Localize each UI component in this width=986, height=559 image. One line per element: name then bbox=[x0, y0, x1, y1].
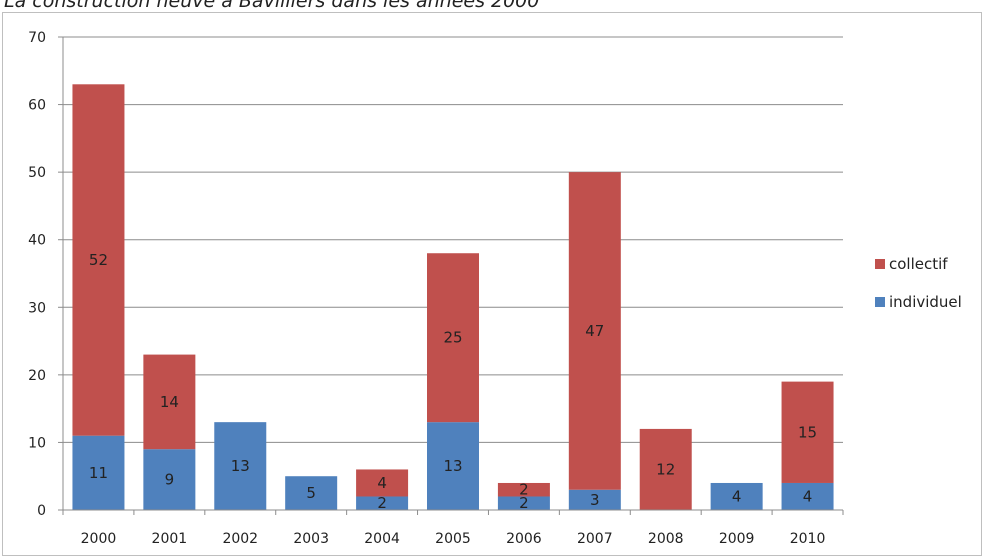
data-label: 4 bbox=[732, 487, 742, 505]
bar-collectif bbox=[72, 84, 125, 436]
x-tick-label: 2002 bbox=[222, 531, 258, 547]
bar-collectif bbox=[356, 469, 409, 497]
bar-individuel bbox=[285, 476, 338, 510]
y-tick-label: 60 bbox=[28, 98, 46, 114]
y-tick-label: 30 bbox=[28, 300, 46, 316]
bars bbox=[72, 84, 834, 510]
data-label: 2 bbox=[519, 494, 529, 512]
bar-collectif bbox=[427, 253, 479, 423]
data-label: 15 bbox=[798, 423, 817, 441]
x-tick-label: 2001 bbox=[152, 531, 188, 547]
x-tick-label: 2004 bbox=[364, 531, 400, 547]
bar-individuel bbox=[72, 435, 125, 510]
x-tick-label: 2006 bbox=[506, 531, 542, 547]
legend-swatch-individuel bbox=[875, 297, 885, 307]
x-tick-label: 2005 bbox=[435, 531, 471, 547]
bar-collectif bbox=[781, 381, 834, 483]
axes: 0 10 20 30 40 50 60 70 2000 2001 2002 2003 2004 2005 2… bbox=[28, 30, 844, 547]
y-tick-label: 20 bbox=[28, 368, 46, 384]
x-tick-label: 2010 bbox=[790, 531, 826, 547]
data-label: 4 bbox=[377, 474, 387, 492]
data-label: 47 bbox=[585, 322, 604, 340]
x-tick-label: 2003 bbox=[293, 531, 329, 547]
legend-label-individuel: individuel bbox=[889, 293, 962, 311]
bar-collectif bbox=[143, 354, 196, 450]
bar-collectif bbox=[639, 428, 692, 510]
legend-swatch-collectif bbox=[875, 259, 885, 269]
data-label: 13 bbox=[443, 457, 462, 475]
bar-individuel bbox=[710, 482, 763, 510]
bar-individuel bbox=[781, 482, 834, 510]
bar-individuel bbox=[143, 449, 196, 510]
chart-title: La construction neuve à Bavilliers dans … bbox=[4, 0, 540, 12]
bar-individuel bbox=[356, 496, 409, 510]
x-tick-label: 2000 bbox=[81, 531, 117, 547]
data-label: 2 bbox=[519, 481, 529, 499]
bar-collectif bbox=[497, 482, 550, 497]
y-tick-label: 50 bbox=[28, 165, 46, 181]
x-tick-label: 2009 bbox=[719, 531, 755, 547]
y-tick-label: 40 bbox=[28, 233, 46, 249]
data-label: 2 bbox=[377, 494, 387, 512]
legend: collectif individuel bbox=[875, 255, 962, 311]
bar-individuel bbox=[214, 422, 267, 510]
data-label: 13 bbox=[231, 457, 250, 475]
data-label: 3 bbox=[590, 491, 600, 509]
legend-label-collectif: collectif bbox=[889, 255, 948, 273]
x-tick-label: 2008 bbox=[648, 531, 684, 547]
data-label: 4 bbox=[803, 487, 813, 505]
bar-collectif bbox=[568, 172, 621, 490]
bar-individuel bbox=[568, 489, 621, 510]
data-label: 5 bbox=[306, 484, 316, 502]
y-tick-label: 0 bbox=[37, 503, 46, 519]
data-label: 11 bbox=[89, 464, 108, 482]
data-label: 9 bbox=[165, 471, 175, 489]
data-label: 12 bbox=[656, 460, 675, 478]
data-label: 14 bbox=[160, 393, 179, 411]
data-label: 25 bbox=[443, 329, 462, 347]
y-tick-label: 10 bbox=[28, 435, 46, 451]
bar-individuel bbox=[497, 496, 550, 510]
bar-individuel bbox=[427, 422, 479, 510]
y-tick-label: 70 bbox=[28, 30, 46, 46]
x-tick-label: 2007 bbox=[577, 531, 613, 547]
data-label: 52 bbox=[89, 251, 108, 269]
chart-frame bbox=[2, 12, 982, 556]
